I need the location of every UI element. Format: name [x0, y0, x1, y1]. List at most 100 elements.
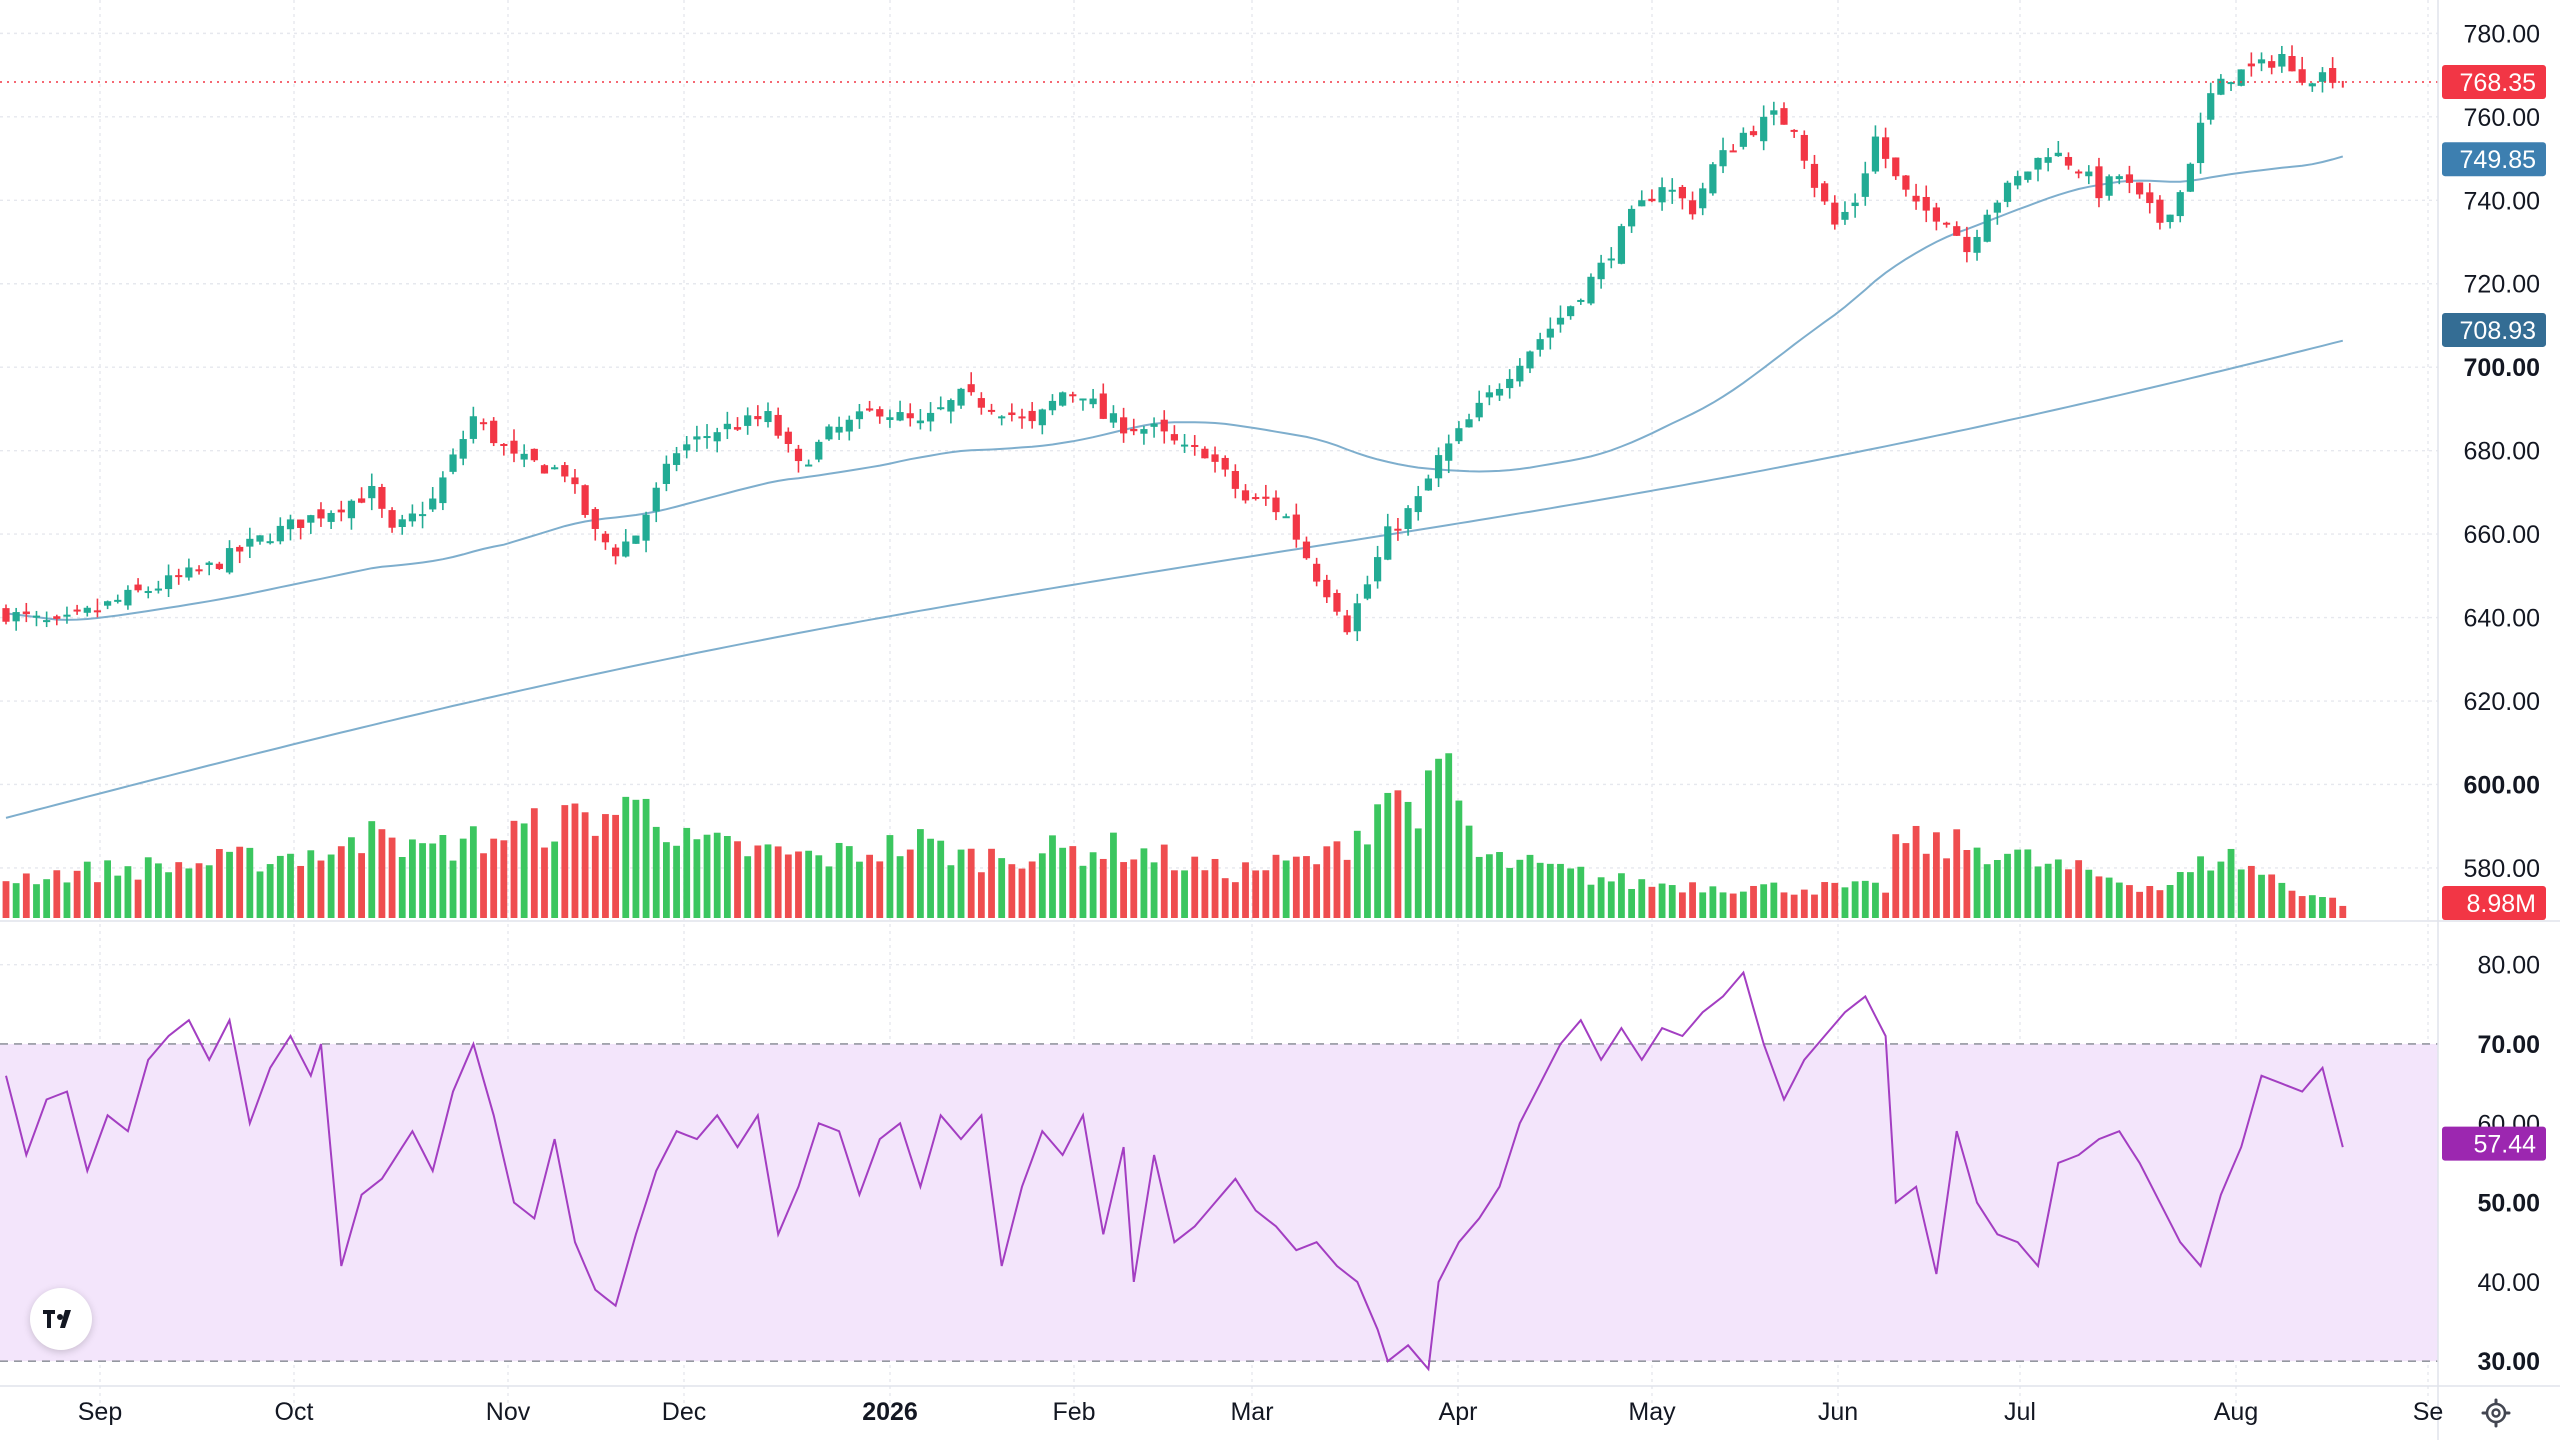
candle-body: [134, 584, 142, 591]
price-tick-label: 740.00: [2464, 187, 2540, 215]
volume-bar: [734, 841, 741, 918]
candle-body: [1902, 175, 1910, 190]
candle-body: [1180, 444, 1189, 447]
time-tick-label: Nov: [486, 1398, 531, 1426]
price-tick-label: 580.00: [2464, 855, 2540, 883]
volume-bar: [876, 861, 884, 918]
volume-bar: [1658, 883, 1666, 918]
candle-body: [104, 601, 112, 606]
candle-body: [63, 614, 71, 617]
candle-body: [886, 417, 894, 420]
tradingview-logo[interactable]: [30, 1288, 92, 1350]
candle-body: [1201, 448, 1209, 459]
volume-bar: [2329, 897, 2337, 918]
volume-bar: [2136, 891, 2143, 918]
volume-bar: [947, 865, 955, 918]
volume-bar: [1343, 859, 1351, 918]
volume-bar: [1110, 832, 1117, 918]
volume-bar: [2014, 849, 2022, 918]
candle-body: [2308, 83, 2316, 87]
candle-body: [1760, 116, 1768, 142]
volume-bar: [754, 845, 762, 918]
candle-body: [2125, 174, 2134, 183]
candle-body: [358, 498, 366, 503]
volume-bar: [2166, 885, 2174, 918]
volume-bar: [358, 853, 365, 918]
candle-body: [530, 448, 538, 461]
candle-body: [408, 513, 416, 522]
volume-bar: [83, 861, 91, 918]
rsi-tick-label: 40.00: [2477, 1269, 2540, 1297]
volume-bar: [1750, 885, 1757, 918]
rsi-polyline: [5, 970, 2344, 1372]
candle-body: [388, 510, 396, 528]
volume-bar: [43, 879, 51, 918]
candle-body: [1587, 276, 1595, 304]
candle-body: [551, 467, 559, 470]
volume-tag-bg: [2442, 886, 2546, 920]
candle-body: [1465, 419, 1473, 428]
volume-bar: [1597, 877, 1605, 918]
volume-bar: [825, 866, 833, 918]
candle-body: [256, 535, 264, 542]
volume-bar: [2034, 866, 2042, 918]
volume-bar: [1618, 873, 1625, 918]
candle-body: [1597, 262, 1605, 280]
candle-body: [1546, 328, 1554, 338]
volume-bar: [1018, 868, 1026, 918]
volume-bar: [1313, 864, 1321, 918]
volume-bar: [1861, 880, 1869, 918]
volume-bar: [2146, 886, 2154, 918]
volume-bar: [1912, 825, 1920, 918]
volume-bar: [835, 842, 843, 918]
volume-bar: [2339, 905, 2347, 918]
volume-bar: [1099, 858, 1107, 918]
volume-bar: [856, 861, 863, 918]
candle-body: [601, 533, 610, 543]
candle-body: [1323, 579, 1331, 598]
volume-bar: [1231, 882, 1239, 918]
volume-bar: [1425, 770, 1432, 918]
volume-bar: [1272, 854, 1280, 918]
candle-body: [835, 426, 843, 433]
candle-body: [1313, 563, 1321, 582]
candle-body: [1109, 413, 1118, 423]
volume-bar: [1800, 889, 1808, 918]
volume-bar: [571, 803, 579, 918]
volume-bar: [1282, 860, 1290, 918]
candle-body: [1678, 186, 1686, 199]
ma50-tag: 749.85: [2460, 146, 2536, 174]
volume-bar: [1516, 859, 1524, 918]
candle-body: [297, 519, 305, 528]
candle-body: [510, 440, 518, 454]
candle-body: [693, 436, 701, 440]
candle-body: [1160, 419, 1168, 432]
candle-body: [1252, 497, 1260, 500]
candle-body: [1963, 236, 1971, 253]
volume-bar: [703, 834, 711, 918]
volume-bar: [429, 843, 437, 918]
candle-body: [1150, 423, 1158, 427]
volume-bar: [1790, 894, 1798, 918]
volume-bar: [2004, 853, 2011, 918]
candle-body: [1729, 150, 1737, 153]
candle-body: [1038, 409, 1046, 426]
candle-body: [73, 609, 81, 612]
volume-bar: [368, 821, 376, 918]
candle-body: [561, 465, 569, 477]
settings-gear-icon[interactable]: [2476, 1393, 2516, 1433]
volume-bar: [1140, 848, 1148, 918]
candle-body: [2034, 157, 2042, 170]
volume-bar: [1831, 882, 1839, 918]
volume-bar: [1191, 856, 1199, 918]
volume-bar: [683, 827, 691, 918]
candle-body: [317, 509, 325, 519]
candle-body: [1495, 388, 1504, 396]
candle-body: [1668, 189, 1676, 192]
volume-bar: [1719, 892, 1727, 918]
candle-body: [185, 567, 193, 578]
volume-bar: [1323, 846, 1331, 918]
candle-body: [236, 546, 244, 552]
